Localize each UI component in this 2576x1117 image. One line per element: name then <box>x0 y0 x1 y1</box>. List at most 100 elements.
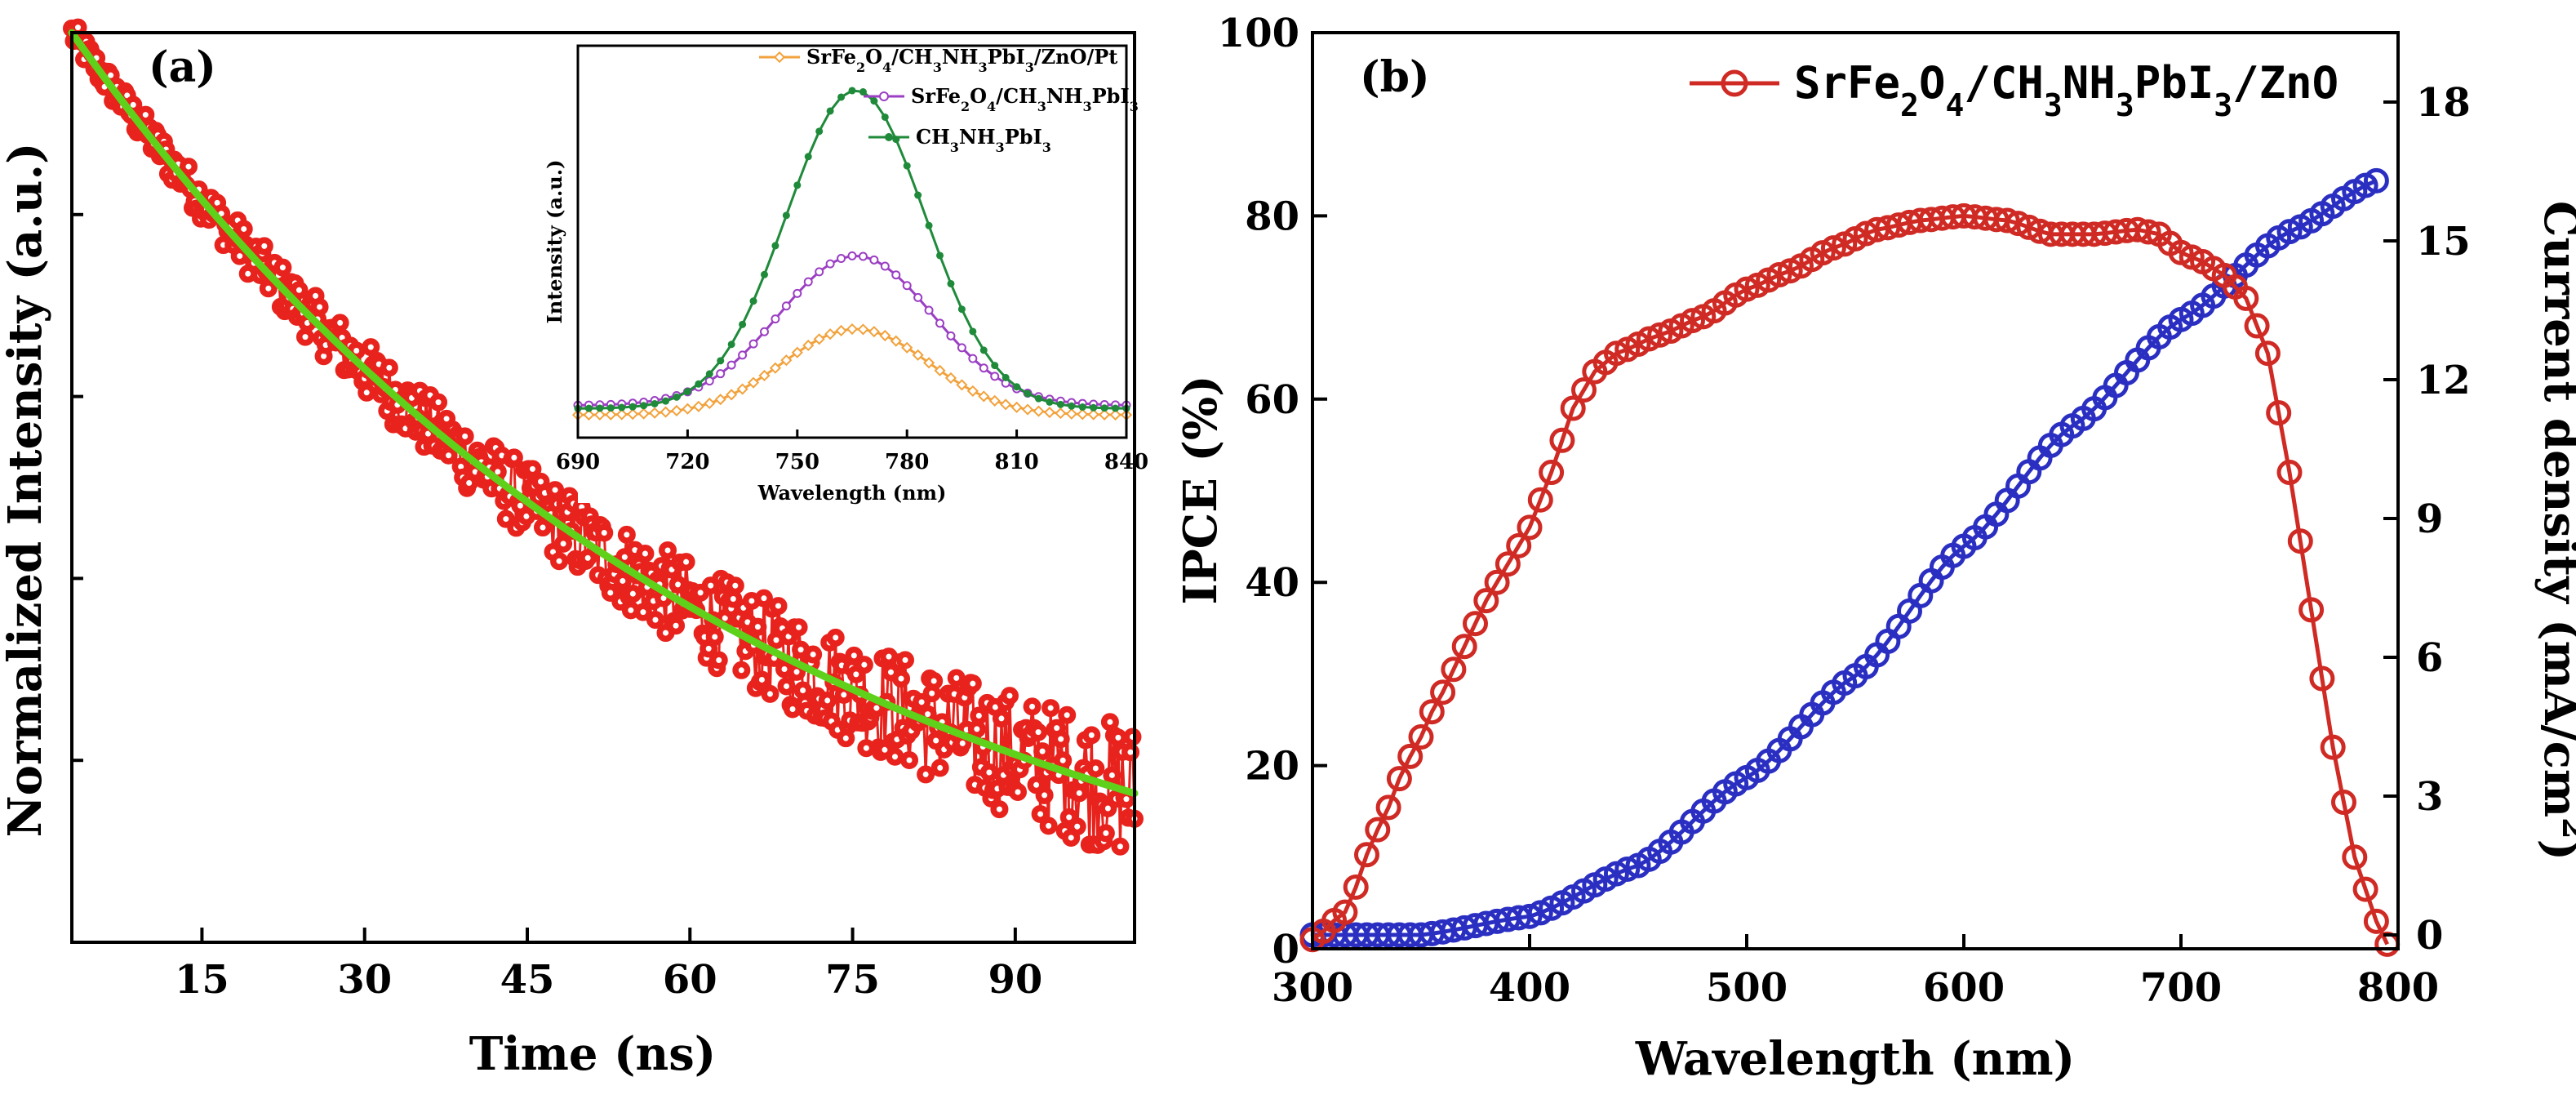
panel-a-data-point-center <box>214 199 220 206</box>
inset-x-tick-label: 840 <box>1104 450 1148 474</box>
panel-a-data-point-center <box>313 292 319 299</box>
inset-legend-sub: 3 <box>1082 99 1091 114</box>
panel-b-x-tick-label: 300 <box>1272 965 1353 1011</box>
ipce-point <box>1441 656 1467 683</box>
inset-legend-part: PbI <box>988 45 1025 69</box>
panel-a-data-point-center <box>1042 792 1048 799</box>
inset-marker <box>670 404 683 417</box>
ipce-point <box>1365 817 1391 843</box>
panel-b-x-tick-label: 500 <box>1706 965 1788 1011</box>
panel-a-data-point-center <box>773 637 779 643</box>
inset-marker <box>858 251 868 261</box>
inset-legend-part: SrFe <box>911 84 961 108</box>
panel-a-data-point-center <box>730 596 736 603</box>
panel-a-data-point-center <box>766 691 773 697</box>
panel-a-inset: 690 720 750 780 810 840 Wavelength (nm) Inten… <box>543 44 1148 505</box>
panel-a-data-point-center <box>1059 757 1066 763</box>
inset-marker <box>947 279 955 287</box>
legend-sub: 2 <box>1900 87 1919 123</box>
panel-a-data-point-center <box>1088 732 1095 738</box>
inset-marker <box>760 270 768 278</box>
panel-a-data-point-center <box>642 550 648 557</box>
ipce-point <box>1636 326 1662 352</box>
inset-marker <box>824 328 837 340</box>
panel-a-data-point-center <box>842 735 849 741</box>
panel-a-data-point-center <box>552 487 558 493</box>
panel-a-data-point-center <box>367 344 374 350</box>
inset-x-tick-label: 810 <box>994 450 1038 474</box>
panel-b-y-tick-label: 80 <box>1245 194 1299 239</box>
panel-b-y2-tick-label: 0 <box>2416 913 2443 959</box>
panel-a-data-point-center <box>302 334 309 340</box>
inset-marker <box>890 335 902 347</box>
panel-a-data-point-center <box>279 265 286 271</box>
panel-a-data-point-center <box>621 554 628 560</box>
ipce-point <box>2233 285 2259 311</box>
inset-marker <box>1087 408 1099 421</box>
panel-a-data-point-center <box>628 607 634 613</box>
panel-a-data-point-center <box>675 581 682 588</box>
inset-marker <box>903 162 911 170</box>
inset-marker <box>988 394 1001 407</box>
ipce-point <box>2352 876 2378 902</box>
panel-a-data-point-center <box>499 452 505 459</box>
panel-a-data-point-center <box>922 771 929 777</box>
panel-a-data-point-center <box>841 692 847 698</box>
inset-marker <box>717 357 725 365</box>
inset-marker <box>891 270 901 280</box>
current-density <box>1299 167 2389 948</box>
panel-b-y-axis-title: IPCE (%) <box>1174 375 1228 604</box>
panel-a-data-marks <box>63 18 1144 856</box>
panel-b-legend: SrFe2O4/CH3NH3PbI3/ZnO <box>1690 57 2338 123</box>
panel-a-data-point-center <box>716 657 722 664</box>
inset-ticks: 690 720 750 780 810 840 <box>556 429 1148 474</box>
inset-marker <box>1021 403 1034 416</box>
inset-marker <box>979 346 988 354</box>
panel-a-data-point-center <box>851 652 857 659</box>
inset-marker <box>758 369 771 382</box>
panel-a-data-point-center <box>1068 834 1074 841</box>
inset-legend-part: NH <box>959 125 996 149</box>
panel-a-data-point-center <box>304 319 310 326</box>
ipce-point <box>2276 460 2303 486</box>
panel-a-data-point-center <box>781 666 788 673</box>
panel-a-data-point-center <box>237 253 243 260</box>
inset-marker <box>736 383 748 395</box>
inset-marker <box>991 362 999 370</box>
inset-marker <box>979 363 988 373</box>
panel-a-data-point-center <box>1015 789 1021 795</box>
current-density-point <box>1517 903 1543 929</box>
panel-a-data-point-center <box>295 287 302 293</box>
inset-marker <box>1065 407 1077 420</box>
inset-legend-sub: 3 <box>933 60 942 75</box>
inset-marker <box>925 221 933 229</box>
panel-a-data-point-center <box>744 619 751 625</box>
panel-a-data-point-center <box>1127 749 1134 755</box>
inset-marker <box>738 350 748 360</box>
inset-marker <box>771 314 780 324</box>
ipce-point <box>1549 427 1575 453</box>
inset-marker <box>1109 408 1121 421</box>
ipce-point <box>1332 899 1358 925</box>
panel-b-x-tick-label: 400 <box>1489 965 1570 1011</box>
inset-marker <box>714 394 726 406</box>
panel-a-data-point-center <box>1064 712 1070 719</box>
inset-marker <box>695 380 703 388</box>
right-axis-title-main: Current density (mA/cm <box>2534 201 2576 817</box>
panel-a-data-point-center <box>1066 814 1073 821</box>
inset-marker <box>881 113 889 121</box>
panel-a-data-point-center <box>660 595 667 602</box>
inset-legend-marker <box>773 51 786 64</box>
inset-marker <box>957 343 966 353</box>
panel-a-data-point-center <box>75 24 82 31</box>
ipce-point <box>1517 514 1543 541</box>
ipce-point <box>1603 340 1629 367</box>
panel-a-data-point-center <box>265 285 272 291</box>
panel-a-data-point-center <box>953 674 960 681</box>
panel-a-data-point-center <box>708 582 714 589</box>
ipce-point <box>2374 931 2401 957</box>
ipce-point <box>2244 313 2270 339</box>
inset-marker <box>815 127 824 136</box>
inset-legend-part: SrFe <box>806 45 856 69</box>
inset-marker <box>782 211 790 220</box>
